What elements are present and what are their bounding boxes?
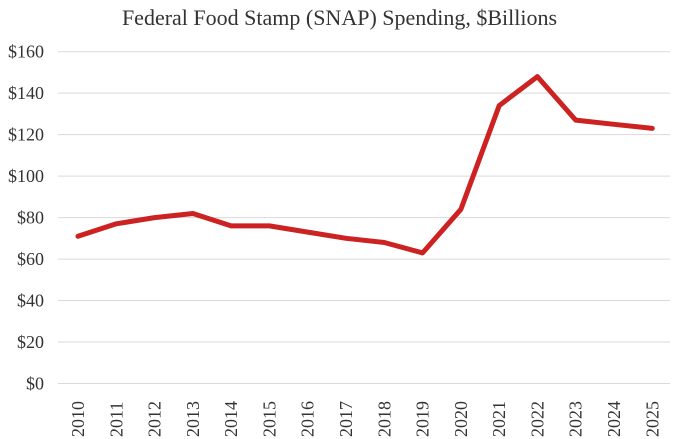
- x-axis-tick-label: 2020: [451, 401, 471, 437]
- x-axis-tick-label: 2012: [145, 401, 165, 437]
- x-axis-tick-label: 2015: [259, 401, 279, 437]
- y-axis-tick-label: $100: [8, 166, 44, 186]
- chart-title: Federal Food Stamp (SNAP) Spending, $Bil…: [121, 5, 558, 30]
- y-axis-tick-label: $140: [8, 83, 44, 103]
- x-axis-tick-label: 2022: [527, 401, 547, 437]
- y-axis-tick-label: $0: [26, 374, 44, 394]
- y-axis-tick-label: $160: [8, 42, 44, 62]
- x-axis-tick-label: 2025: [642, 401, 662, 437]
- x-axis-tick-label: 2021: [489, 401, 509, 437]
- x-axis-tick-label: 2017: [336, 401, 356, 437]
- spending-line-series: [75, 74, 655, 256]
- x-axis-tick-label: 2010: [68, 401, 88, 437]
- y-axis-tick-label: $80: [17, 208, 44, 228]
- y-axis-tick-label: $120: [8, 125, 44, 145]
- x-axis-tick-label: 2016: [298, 401, 318, 437]
- x-axis-tick-label: 2014: [221, 401, 241, 437]
- x-axis-tick-label: 2024: [604, 401, 624, 437]
- y-axis-tick-label: $60: [17, 249, 44, 269]
- x-axis-tick-label: 2011: [106, 402, 126, 437]
- x-axis-tick-label: 2018: [374, 401, 394, 437]
- y-axis-tick-label: $20: [17, 332, 44, 352]
- x-axis-tick-label: 2019: [413, 401, 433, 437]
- y-axis-tick-label: $40: [17, 291, 44, 311]
- x-axis-tick-label: 2023: [566, 401, 586, 437]
- x-axis-tick-label: 2013: [183, 401, 203, 437]
